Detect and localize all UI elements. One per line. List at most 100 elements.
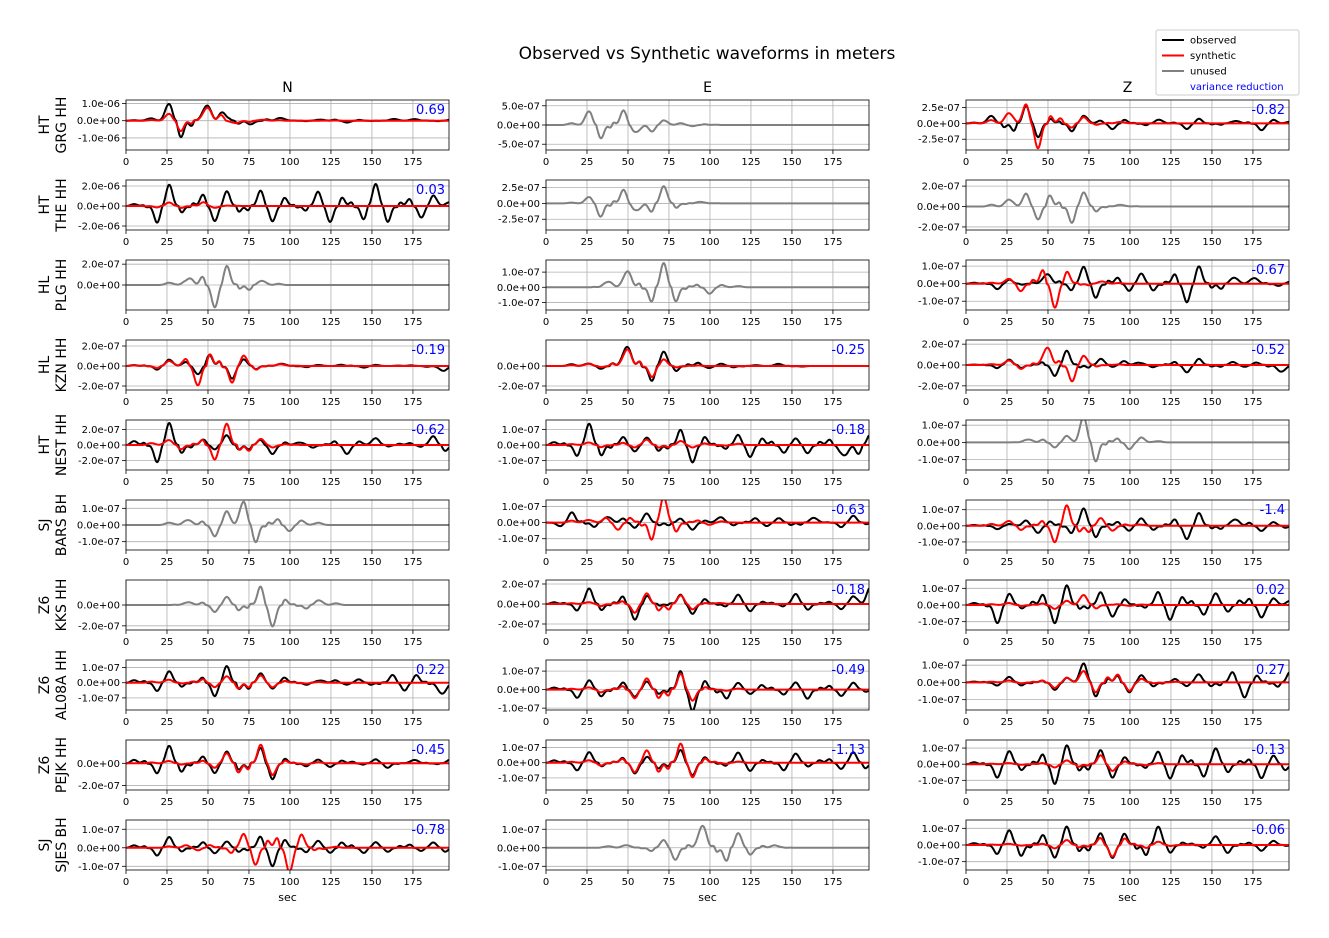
unused-trace — [126, 500, 449, 544]
x-tick-label: 175 — [1243, 877, 1262, 888]
panel-traces — [966, 825, 1289, 859]
x-tick-label: 25 — [1001, 637, 1014, 648]
legend-box — [1155, 29, 1300, 96]
panel-kks-hh-n: 0 25 50 75 100 125 150 175 0.0e+00 -2.0e-07 — [77, 579, 450, 648]
row-label-4: HT NEST HH — [37, 414, 70, 476]
variance-reduction-label: -0.67 — [1251, 263, 1285, 278]
y-tick-label: -2.0e-06 — [78, 222, 120, 233]
y-tick-label: 5.0e-07 — [502, 101, 540, 112]
x-tick-label: 50 — [622, 717, 635, 728]
x-tick-label: 50 — [1042, 557, 1055, 568]
y-tick-label: -1.0e-07 — [918, 857, 960, 868]
panel-traces — [126, 833, 449, 870]
panel-traces — [126, 422, 449, 464]
x-tick-label: 50 — [622, 237, 635, 248]
x-tick-label: 100 — [700, 797, 719, 808]
y-tick-label: 0.0e+00 — [497, 362, 540, 373]
x-tick-label: 150 — [1202, 237, 1221, 248]
x-tick-label: 50 — [202, 317, 215, 328]
x-tick-label: 175 — [1243, 317, 1262, 328]
station-code: SJES BH — [54, 817, 70, 872]
panel-bars-bh-n: 0 25 50 75 100 125 150 175 1.0e-07 0.0e+00 -1.0e-0… — [77, 499, 450, 568]
x-tick-label: 100 — [280, 557, 299, 568]
x-tick-label: 0 — [123, 317, 129, 328]
x-tick-label: 175 — [403, 557, 422, 568]
y-tick-label: 0.0e+00 — [917, 678, 960, 689]
synthetic-trace — [546, 348, 869, 378]
panel-bars-bh-z: 0 25 50 75 100 125 150 175 1.0e-07 0.0e+00 -1.0e-0… — [917, 499, 1290, 568]
x-tick-label: 100 — [700, 557, 719, 568]
x-tick-label: 0 — [543, 717, 549, 728]
synthetic-trace — [126, 833, 449, 870]
y-tick-label: 0.0e+00 — [77, 678, 120, 689]
row-label-0: HT GRG HH — [37, 97, 70, 154]
legend-label: synthetic — [1190, 51, 1236, 62]
y-tick-label: -1.0e-07 — [918, 297, 960, 308]
x-tick-label: 175 — [403, 877, 422, 888]
y-tick-label: -2.0e-07 — [78, 382, 120, 393]
y-tick-label: 2.0e-07 — [502, 580, 540, 591]
x-tick-label: 50 — [622, 157, 635, 168]
panel-the-hh-z: 0 25 50 75 100 125 150 175 2.0e-07 0.0e+00 -2.0e-0… — [917, 179, 1290, 248]
panel-traces — [546, 261, 869, 303]
x-tick-label: 125 — [321, 397, 340, 408]
y-tick-label: 0.0e+00 — [917, 521, 960, 532]
x-tick-label: 175 — [823, 477, 842, 488]
synthetic-trace — [966, 103, 1289, 150]
panel-al08a-hh-e: 0 25 50 75 100 125 150 175 1.0e-07 0.0e+00 -1.0e-0… — [497, 659, 870, 728]
panel-pejk-hh-e: 0 25 50 75 100 125 150 175 1.0e-07 0.0e+00 -1.0e-0… — [497, 739, 870, 808]
x-tick-label: 0 — [543, 397, 549, 408]
x-tick-label: 75 — [663, 637, 676, 648]
x-tick-label: 150 — [1202, 717, 1221, 728]
panel-the-hh-e: 0 25 50 75 100 125 150 175 2.5e-07 0.0e+00 -2.5e-0… — [497, 179, 870, 248]
synthetic-trace — [126, 743, 449, 776]
x-tick-label: 175 — [823, 637, 842, 648]
x-tick-label: 0 — [123, 157, 129, 168]
y-tick-label: -1.0e-07 — [78, 537, 120, 548]
x-tick-label: 25 — [1001, 797, 1014, 808]
observed-trace — [966, 104, 1289, 139]
panel-frame — [545, 739, 870, 791]
x-tick-label: 175 — [823, 557, 842, 568]
panel-traces — [546, 109, 869, 140]
panel-traces — [966, 420, 1289, 463]
x-tick-label: 0 — [543, 477, 549, 488]
x-tick-label: 0 — [963, 717, 969, 728]
x-tick-label: 25 — [581, 797, 594, 808]
x-tick-label: 25 — [581, 877, 594, 888]
synthetic-trace — [966, 670, 1289, 694]
panel-frame — [965, 99, 1290, 151]
row-label-7: Z6 AL08A HH — [37, 650, 70, 720]
x-tick-label: 0 — [963, 397, 969, 408]
panel-pejk-hh-n: 0 25 50 75 100 125 150 175 0.0e+00 -2.0e-07 -0.45 — [77, 739, 450, 808]
x-tick-label: 75 — [663, 397, 676, 408]
x-tick-label: 100 — [700, 397, 719, 408]
x-tick-label: 125 — [321, 877, 340, 888]
variance-reduction-label: -0.06 — [1251, 823, 1285, 838]
x-tick-label: 100 — [700, 157, 719, 168]
y-tick-label: 0.0e+00 — [917, 119, 960, 130]
y-tick-label: -1.0e-07 — [918, 537, 960, 548]
panel-kzn-hh-e: 0 25 50 75 100 125 150 175 0.0e+00 -2.0e-07 -0.25 — [497, 339, 870, 408]
panel-bars-bh-e: 0 25 50 75 100 125 150 175 1.0e-07 0.0e+00 -1.0e-0… — [497, 499, 870, 568]
variance-reduction-label: 0.02 — [1256, 583, 1285, 598]
x-tick-label: 25 — [1001, 477, 1014, 488]
synthetic-trace — [546, 500, 869, 541]
x-tick-label: 150 — [782, 317, 801, 328]
y-tick-label: 2.0e-07 — [922, 340, 960, 351]
x-tick-label: 0 — [963, 237, 969, 248]
x-tick-label: 25 — [581, 717, 594, 728]
x-tick-label: 175 — [403, 397, 422, 408]
y-tick-label: -2.5e-07 — [918, 135, 960, 146]
variance-reduction-label: -0.13 — [1251, 743, 1285, 758]
x-tick-label: 75 — [663, 477, 676, 488]
x-tick-label: 0 — [543, 557, 549, 568]
y-tick-label: 0.0e+00 — [77, 601, 120, 612]
panel-frame — [545, 259, 870, 311]
x-tick-label: 125 — [741, 157, 760, 168]
panel-traces — [546, 824, 869, 862]
x-tick-label: 50 — [202, 237, 215, 248]
panel-frame — [965, 419, 1290, 471]
synthetic-trace — [546, 742, 869, 779]
